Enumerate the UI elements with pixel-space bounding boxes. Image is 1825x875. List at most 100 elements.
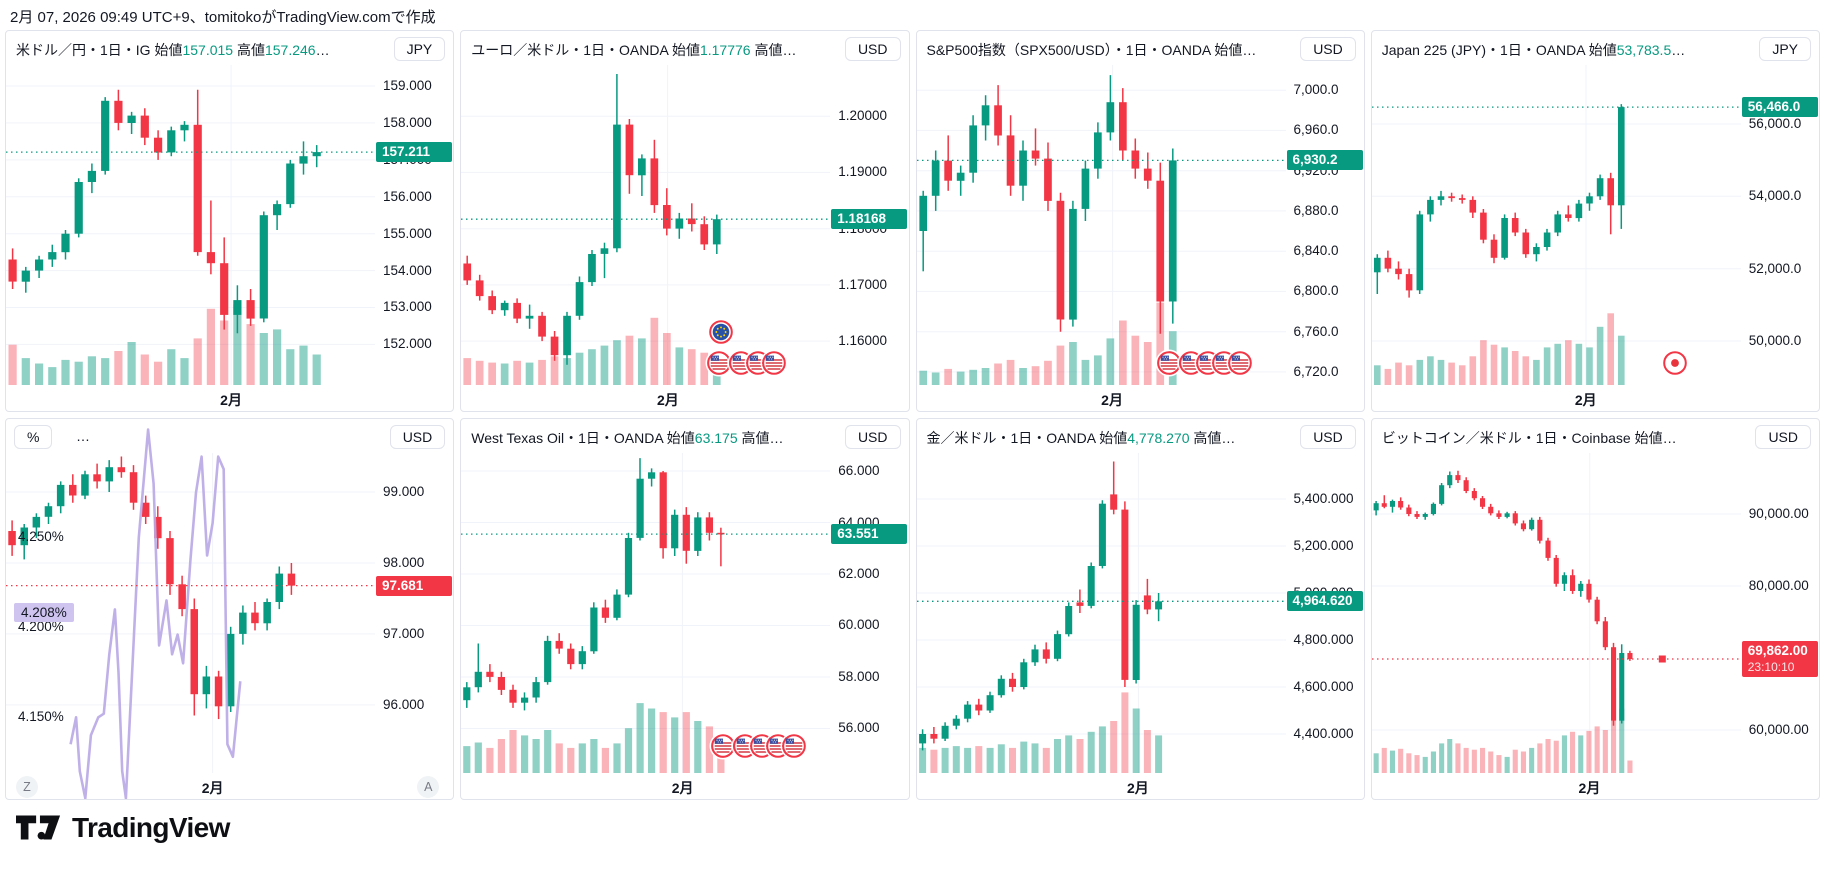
current-price-label: 6,930.2	[1286, 150, 1363, 171]
price-axis-tick: 50,000.0	[1748, 332, 1802, 348]
price-axis-tick: 6,880.0	[1293, 202, 1339, 218]
unit-chip-percent[interactable]: %	[14, 425, 53, 449]
chart-panel-percent-usd[interactable]: …% USD 99.000 98.000 97.000 96.000 4.250% 4.200…	[5, 418, 455, 800]
candlestick-chart[interactable]	[6, 31, 453, 411]
left-axis-tick: 4.250%	[18, 529, 64, 545]
us-flag-event-icon[interactable]	[1227, 351, 1252, 375]
candlestick-chart[interactable]	[461, 31, 908, 411]
us-flag-event-icon[interactable]	[1178, 351, 1203, 375]
jp-flag-event-icon[interactable]	[1662, 351, 1687, 375]
candlestick-chart[interactable]	[916, 31, 1364, 411]
current-price-label: 4,964.620	[1286, 591, 1363, 612]
us-flag-event-icon[interactable]	[729, 351, 754, 375]
candlestick-chart[interactable]	[916, 419, 1364, 799]
price-axis-tick: 52,000.0	[1748, 260, 1802, 276]
price-axis-tick: 154.000	[383, 262, 432, 278]
us-flag-event-icon[interactable]	[707, 351, 732, 375]
title-part: West Texas Oil・1日・OANDA	[471, 430, 667, 446]
current-price-label: 56,466.0	[1741, 97, 1818, 118]
chart-panel-usdjpy[interactable]: 米ドル／円・1日・IG 始値157.015 高値157.246… JPY 159.0…	[5, 30, 455, 412]
title-part: 53,783.5	[1616, 42, 1672, 58]
eu-flag-event-icon[interactable]	[709, 320, 734, 344]
price-axis-tick: 56,000.0	[1748, 115, 1802, 131]
title-part: 始値	[1634, 430, 1663, 446]
us-flag-event-icon[interactable]	[1211, 351, 1236, 375]
currency-chip[interactable]: USD	[844, 425, 901, 449]
price-axis-tick: 6,960.0	[1293, 122, 1339, 138]
price-axis-tick: 159.000	[383, 78, 432, 94]
time-axis-label: 2月	[1126, 780, 1149, 796]
title-part: …	[1242, 42, 1257, 58]
title-part: 始値	[1099, 430, 1128, 446]
title-part: 63.175	[694, 430, 738, 446]
price-value: 1.18168	[837, 211, 887, 227]
left-axis-tick: 4.150%	[18, 709, 64, 725]
us-flag-event-icon[interactable]	[1195, 351, 1220, 375]
price-axis-tick: 158.000	[383, 114, 432, 130]
price-axis-tick: 99.000	[383, 484, 425, 500]
title-part: …	[782, 42, 797, 58]
price-axis-tick: 7,000.0	[1293, 82, 1339, 98]
tradingview-logo-icon	[16, 815, 61, 840]
price-value: 69,862.00	[1747, 642, 1808, 658]
time-axis-label: 2月	[1574, 392, 1597, 408]
time-axis-label: 2月	[201, 780, 224, 796]
title-part: …	[76, 428, 90, 444]
price-axis-tick: 156.000	[383, 188, 432, 204]
currency-chip[interactable]: JPY	[1759, 37, 1811, 61]
tradingview-logo-text: TradingView	[72, 812, 230, 843]
us-flag-event-icon[interactable]	[766, 734, 791, 758]
title-part: …	[1662, 430, 1677, 446]
currency-chip[interactable]: JPY	[393, 37, 446, 61]
price-axis-tick: 155.000	[383, 225, 432, 241]
chart-panel-btcusd[interactable]: ビットコイン／米ドル・1日・Coinbase 始値… USD 90,000.00 80…	[1370, 418, 1820, 800]
price-axis-tick: 56.000	[838, 720, 880, 736]
price-axis-tick: 5,200.000	[1293, 538, 1354, 554]
candlestick-chart[interactable]	[6, 419, 453, 799]
title-part: S&P500指数（SPX500/USD）・1日・OANDA	[926, 42, 1215, 58]
title-part: 1.17776	[699, 42, 751, 58]
price-axis-tick: 5,400.000	[1293, 491, 1354, 507]
price-axis-tick: 66.000	[838, 463, 880, 479]
currency-chip[interactable]: USD	[844, 37, 901, 61]
title-part: ユーロ／米ドル・1日・OANDA	[471, 42, 672, 58]
chart-panel-wti[interactable]: West Texas Oil・1日・OANDA 始値63.175 高値… USD 6…	[460, 418, 910, 800]
current-price-label: 157.211	[376, 142, 452, 163]
us-flag-event-icon[interactable]	[746, 351, 771, 375]
chart-panel-eurusd[interactable]: ユーロ／米ドル・1日・OANDA 始値1.17776 高値… USD 1.20000…	[460, 30, 910, 412]
us-flag-event-icon[interactable]	[1156, 351, 1181, 375]
currency-chip[interactable]: USD	[1755, 425, 1811, 449]
panel-title: 金／米ドル・1日・OANDA 始値4,778.270 高値…	[927, 428, 1236, 448]
title-part: ビットコイン／米ドル・1日・Coinbase	[1381, 430, 1635, 446]
auto-scale-button-a[interactable]: A	[417, 776, 440, 798]
price-axis-tick: 4,800.000	[1293, 632, 1354, 648]
chart-panel-japan225[interactable]: Japan 225 (JPY)・1日・OANDA 始値53,783.5… JPY 5…	[1370, 30, 1820, 412]
us-flag-event-icon[interactable]	[750, 734, 775, 758]
currency-chip[interactable]: USD	[1300, 425, 1356, 449]
chart-panel-spx500[interactable]: S&P500指数（SPX500/USD）・1日・OANDA 始値… USD 7,00…	[915, 30, 1365, 412]
title-part: 高値	[750, 42, 783, 58]
price-axis-tick: 90,000.00	[1748, 505, 1809, 521]
title-part: 始値	[1214, 42, 1243, 58]
candlestick-chart[interactable]	[1371, 419, 1819, 799]
us-flag-event-icon[interactable]	[762, 351, 787, 375]
tradingview-logo[interactable]: TradingView	[16, 812, 230, 844]
candlestick-chart[interactable]	[1371, 31, 1819, 411]
price-value: 56,466.0	[1747, 99, 1801, 115]
candlestick-chart[interactable]	[461, 419, 908, 799]
us-flag-event-icon[interactable]	[711, 734, 736, 758]
yield-value-label: 4.208%	[14, 603, 74, 622]
chart-panel-gold[interactable]: 金／米ドル・1日・OANDA 始値4,778.270 高値… USD 5,400.0…	[915, 418, 1365, 800]
us-flag-event-icon[interactable]	[782, 734, 807, 758]
countdown-timer: 23:10:10	[1747, 659, 1795, 674]
currency-chip[interactable]: USD	[1300, 37, 1356, 61]
price-axis-tick: 96.000	[383, 696, 425, 712]
currency-chip[interactable]: USD	[389, 425, 446, 449]
attribution-text: 2月 07, 2026 09:49 UTC+9、tomitokoがTrading…	[10, 9, 436, 26]
price-axis-tick: 80,000.00	[1748, 577, 1809, 593]
current-price-label: 1.18168	[831, 209, 908, 230]
title-part: 157.246	[264, 42, 316, 58]
scale-mode-button-z[interactable]: Z	[16, 776, 38, 798]
price-axis-tick: 1.16000	[838, 333, 888, 349]
